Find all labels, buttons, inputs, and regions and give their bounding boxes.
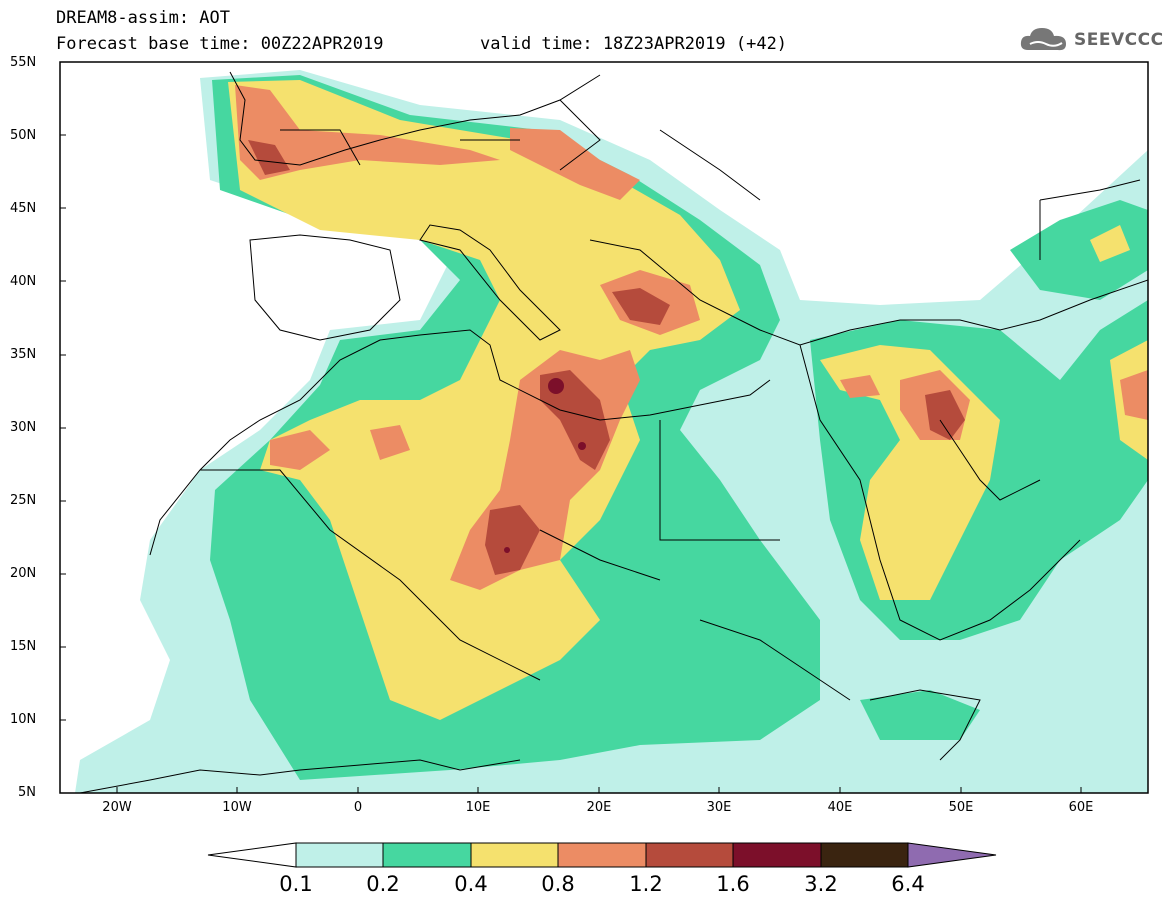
lon-label: 10W	[222, 800, 252, 815]
colorbar-label: 1.2	[629, 872, 663, 896]
colorbar-seg-3	[557, 842, 647, 868]
lon-label: 20E	[586, 800, 612, 815]
lon-label: 0	[353, 800, 363, 815]
colorbar-label: 0.4	[454, 872, 488, 896]
colorbar-seg-0	[295, 842, 384, 868]
colorbar-label: 0.2	[366, 872, 400, 896]
colorbar-label: 0.1	[279, 872, 313, 896]
colorbar-under-arrow	[207, 842, 297, 868]
lon-label: 10E	[465, 800, 491, 815]
seevccc-logo: SEEVCCC	[1018, 22, 1163, 58]
lon-label: 60E	[1068, 800, 1094, 815]
map-title: DREAM8-assim: AOT	[56, 8, 230, 28]
colorbar-seg-2	[470, 842, 559, 868]
aot-level-1.6	[504, 378, 586, 553]
colorbar-seg-4	[645, 842, 734, 868]
lat-label: 40N	[10, 274, 37, 289]
lat-label: 25N	[10, 493, 37, 508]
colorbar-label: 3.2	[804, 872, 838, 896]
lat-label: 20N	[10, 566, 37, 581]
colorbar-label: 0.8	[541, 872, 575, 896]
logo-text: SEEVCCC	[1074, 30, 1164, 50]
colorbar-seg-6	[820, 842, 909, 868]
cloud-icon	[1020, 28, 1066, 51]
colorbar-seg-5	[732, 842, 822, 868]
forecast-base-time: Forecast base time: 00Z22APR2019	[56, 34, 384, 54]
colorbar-over-arrow	[907, 842, 997, 868]
lat-label: 30N	[10, 420, 37, 435]
aot-level-1.2	[248, 140, 965, 575]
valid-time: valid time: 18Z23APR2019 (+42)	[480, 34, 788, 54]
colorbar	[207, 842, 997, 868]
lon-label: 40E	[827, 800, 853, 815]
lat-label: 5N	[18, 785, 36, 800]
coastlines	[79, 71, 1148, 793]
colorbar-seg-1	[382, 842, 472, 868]
lon-label: 20W	[102, 800, 132, 815]
lat-label: 15N	[10, 639, 37, 654]
lat-label: 10N	[10, 712, 37, 727]
lat-label: 35N	[10, 347, 37, 362]
lon-label: 30E	[706, 800, 732, 815]
lat-label: 55N	[10, 55, 37, 70]
lat-label: 50N	[10, 128, 37, 143]
colorbar-label: 6.4	[891, 872, 925, 896]
lat-label: 45N	[10, 201, 37, 216]
colorbar-label: 1.6	[716, 872, 750, 896]
lon-label: 50E	[948, 800, 974, 815]
